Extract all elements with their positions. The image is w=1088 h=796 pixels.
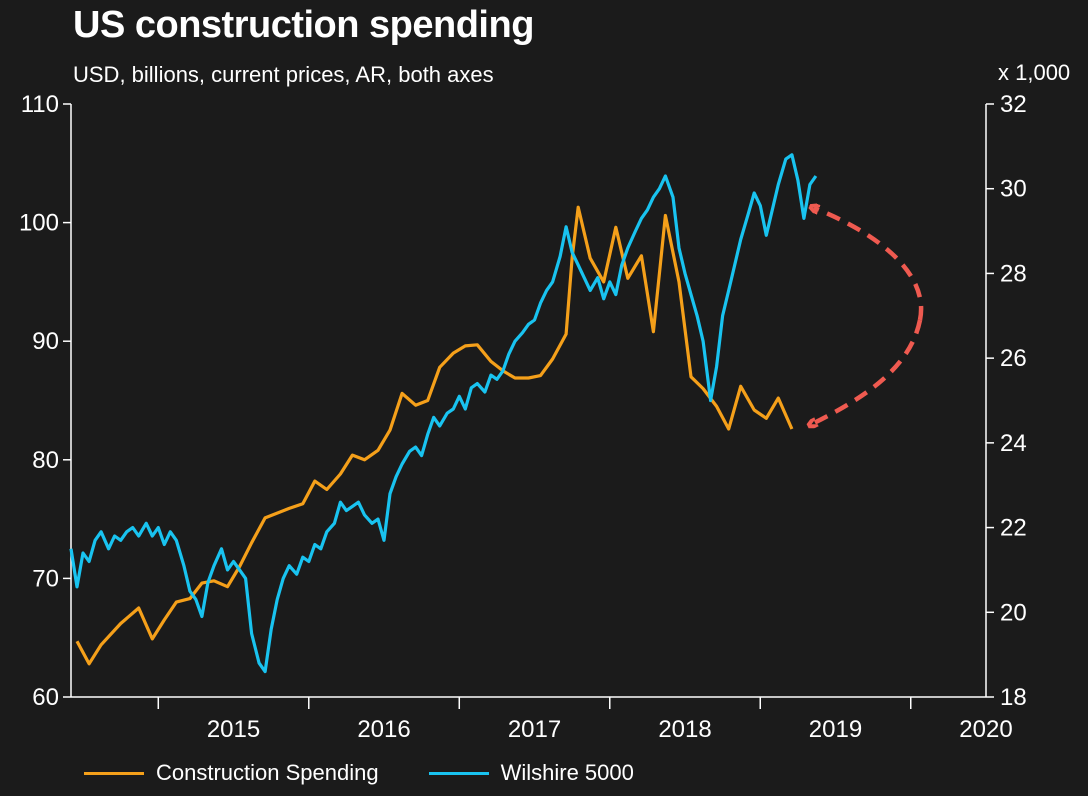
left-tick-label: 70 — [32, 565, 59, 592]
legend-item-wilshire: Wilshire 5000 — [428, 760, 634, 786]
x-tick-label: 2020 — [959, 716, 1012, 743]
left-tick-label: 90 — [32, 328, 59, 355]
x-tick-label: 2015 — [207, 716, 260, 743]
line-chart: 60 70 80 90 100 110 18 20 22 24 26 28 30 32 2015 2016 20… — [19, 91, 1027, 743]
left-tick-label: 110 — [21, 91, 59, 118]
left-tick-label: 60 — [32, 684, 59, 711]
lower-arrow — [812, 319, 923, 424]
construction-spending-line — [75, 205, 794, 666]
legend-label-wilshire: Wilshire 5000 — [500, 760, 634, 785]
right-tick-label: 30 — [1000, 176, 1027, 203]
x-tick-label: 2017 — [508, 716, 561, 743]
left-tick-label: 80 — [32, 447, 59, 474]
chart-title: US construction spending — [73, 4, 534, 46]
right-tick-label: 26 — [1000, 345, 1027, 372]
chart-subtitle: USD, billions, current prices, AR, both … — [73, 62, 494, 87]
right-tick-label: 28 — [1000, 260, 1027, 287]
x-tick-label: 2018 — [658, 716, 711, 743]
annotation-group — [812, 208, 924, 424]
axes-group: 60 70 80 90 100 110 18 20 22 24 26 28 30 32 2015 2016 20… — [19, 91, 1027, 743]
upper-arrow — [814, 208, 924, 321]
legend-label-construction: Construction Spending — [156, 760, 379, 785]
x-tick-label: 2019 — [809, 716, 862, 743]
wilshire-5000-line — [69, 153, 818, 674]
right-tick-label: 24 — [1000, 430, 1027, 457]
legend-swatch-wilshire — [428, 771, 489, 775]
right-tick-label: 32 — [1000, 91, 1027, 118]
legend: Construction Spending Wilshire 5000 — [84, 760, 684, 786]
right-tick-label: 18 — [1000, 684, 1027, 711]
left-tick-label: 100 — [19, 210, 59, 237]
x-tick-label: 2016 — [357, 716, 410, 743]
right-axis-unit: x 1,000 — [998, 60, 1071, 85]
legend-item-construction: Construction Spending — [84, 760, 379, 786]
legend-swatch-construction — [84, 771, 144, 775]
right-tick-label: 20 — [1000, 599, 1027, 626]
right-tick-label: 22 — [1000, 515, 1027, 542]
series-group — [69, 153, 818, 674]
